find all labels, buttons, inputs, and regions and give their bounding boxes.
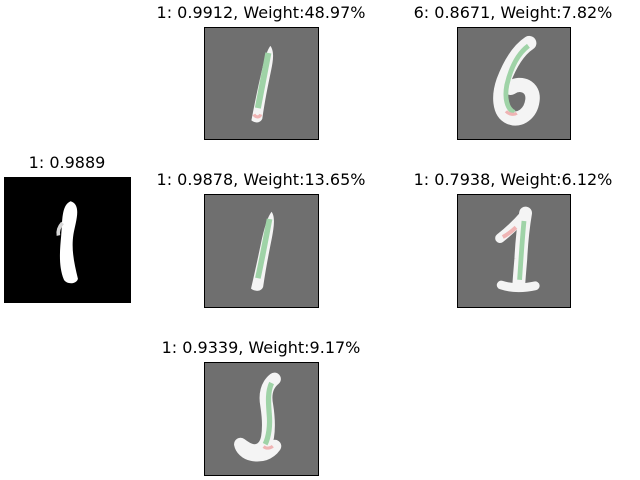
explanation-title-4: 1: 0.7938, Weight:6.12%: [413, 170, 613, 189]
explanation-image-4: [457, 194, 571, 308]
explanation-title-5: 1: 0.9339, Weight:9.17%: [161, 338, 361, 357]
explanation-title-3: 1: 0.9878, Weight:13.65%: [156, 170, 366, 189]
explanation-image-3: [204, 194, 319, 308]
explanation-title-1: 1: 0.9912, Weight:48.97%: [156, 3, 366, 22]
explanation-image-5: [204, 362, 319, 476]
query-title: 1: 0.9889: [28, 153, 106, 172]
explanation-image-1: [204, 27, 319, 140]
explanation-image-2: [457, 27, 571, 140]
explanation-title-2: 6: 0.8671, Weight:7.82%: [413, 3, 613, 22]
query-digit-image: [4, 177, 131, 303]
